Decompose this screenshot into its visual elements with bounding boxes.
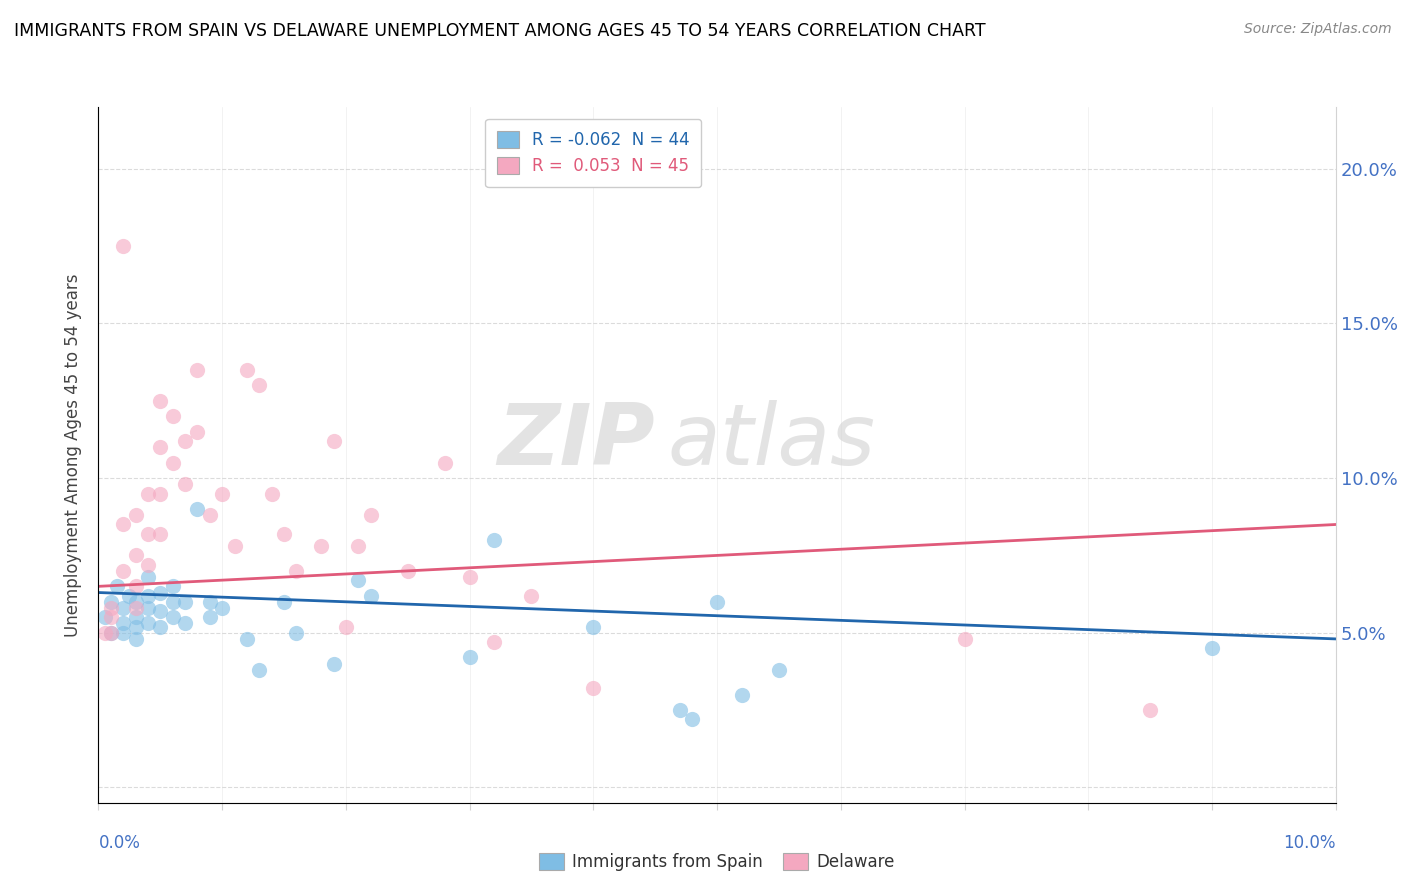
Point bbox=[136, 589, 159, 603]
Point bbox=[582, 619, 605, 633]
Point bbox=[1201, 641, 1223, 656]
Point bbox=[347, 539, 370, 553]
Y-axis label: Unemployment Among Ages 45 to 54 years: Unemployment Among Ages 45 to 54 years bbox=[65, 273, 83, 637]
Point bbox=[322, 434, 344, 448]
Point bbox=[211, 601, 233, 615]
Point bbox=[124, 601, 146, 615]
Point bbox=[124, 610, 146, 624]
Point bbox=[236, 632, 259, 646]
Point bbox=[174, 477, 197, 491]
Text: Source: ZipAtlas.com: Source: ZipAtlas.com bbox=[1244, 22, 1392, 37]
Point bbox=[136, 570, 159, 584]
Point bbox=[149, 585, 172, 599]
Point bbox=[124, 595, 146, 609]
Point bbox=[1139, 703, 1161, 717]
Point bbox=[174, 595, 197, 609]
Point bbox=[484, 635, 506, 649]
Point bbox=[112, 517, 135, 532]
Point bbox=[149, 526, 172, 541]
Point bbox=[669, 703, 692, 717]
Point bbox=[136, 486, 159, 500]
Point bbox=[198, 610, 221, 624]
Point bbox=[247, 663, 270, 677]
Point bbox=[260, 486, 283, 500]
Point bbox=[124, 549, 146, 563]
Point bbox=[285, 564, 308, 578]
Point bbox=[681, 712, 703, 726]
Point bbox=[100, 610, 122, 624]
Point bbox=[347, 573, 370, 587]
Point bbox=[124, 579, 146, 593]
Point bbox=[247, 378, 270, 392]
Point bbox=[136, 616, 159, 631]
Point bbox=[174, 616, 197, 631]
Point bbox=[162, 610, 184, 624]
Point bbox=[149, 486, 172, 500]
Point bbox=[322, 657, 344, 671]
Point bbox=[112, 601, 135, 615]
Point bbox=[162, 409, 184, 424]
Point bbox=[149, 393, 172, 408]
Point bbox=[162, 595, 184, 609]
Point bbox=[124, 632, 146, 646]
Point bbox=[458, 650, 481, 665]
Point bbox=[136, 526, 159, 541]
Point bbox=[224, 539, 246, 553]
Point bbox=[198, 595, 221, 609]
Text: IMMIGRANTS FROM SPAIN VS DELAWARE UNEMPLOYMENT AMONG AGES 45 TO 54 YEARS CORRELA: IMMIGRANTS FROM SPAIN VS DELAWARE UNEMPL… bbox=[14, 22, 986, 40]
Legend: Immigrants from Spain, Delaware: Immigrants from Spain, Delaware bbox=[533, 847, 901, 878]
Point bbox=[105, 579, 128, 593]
Point bbox=[273, 595, 295, 609]
Point bbox=[136, 558, 159, 572]
Point bbox=[273, 526, 295, 541]
Point bbox=[731, 688, 754, 702]
Point bbox=[236, 363, 259, 377]
Point bbox=[582, 681, 605, 696]
Point bbox=[396, 564, 419, 578]
Point bbox=[211, 486, 233, 500]
Point bbox=[118, 589, 141, 603]
Point bbox=[100, 601, 122, 615]
Point bbox=[112, 239, 135, 253]
Point bbox=[198, 508, 221, 523]
Point bbox=[174, 434, 197, 448]
Point bbox=[112, 616, 135, 631]
Point bbox=[136, 601, 159, 615]
Point bbox=[458, 570, 481, 584]
Point bbox=[93, 625, 115, 640]
Point bbox=[285, 625, 308, 640]
Point bbox=[149, 604, 172, 618]
Point bbox=[360, 589, 382, 603]
Point bbox=[309, 539, 332, 553]
Point bbox=[93, 610, 115, 624]
Point bbox=[162, 456, 184, 470]
Point bbox=[124, 619, 146, 633]
Point bbox=[706, 595, 728, 609]
Point bbox=[186, 502, 208, 516]
Point bbox=[953, 632, 976, 646]
Point bbox=[335, 619, 357, 633]
Point bbox=[124, 508, 146, 523]
Point bbox=[433, 456, 456, 470]
Text: 0.0%: 0.0% bbox=[98, 834, 141, 852]
Point bbox=[186, 425, 208, 439]
Point bbox=[768, 663, 790, 677]
Point bbox=[162, 579, 184, 593]
Text: 10.0%: 10.0% bbox=[1284, 834, 1336, 852]
Text: ZIP: ZIP bbox=[498, 400, 655, 483]
Point bbox=[360, 508, 382, 523]
Point bbox=[100, 595, 122, 609]
Text: atlas: atlas bbox=[668, 400, 876, 483]
Point bbox=[100, 625, 122, 640]
Point bbox=[520, 589, 543, 603]
Point bbox=[112, 564, 135, 578]
Point bbox=[149, 619, 172, 633]
Point bbox=[149, 440, 172, 454]
Point bbox=[100, 625, 122, 640]
Point bbox=[112, 625, 135, 640]
Point bbox=[186, 363, 208, 377]
Point bbox=[484, 533, 506, 547]
